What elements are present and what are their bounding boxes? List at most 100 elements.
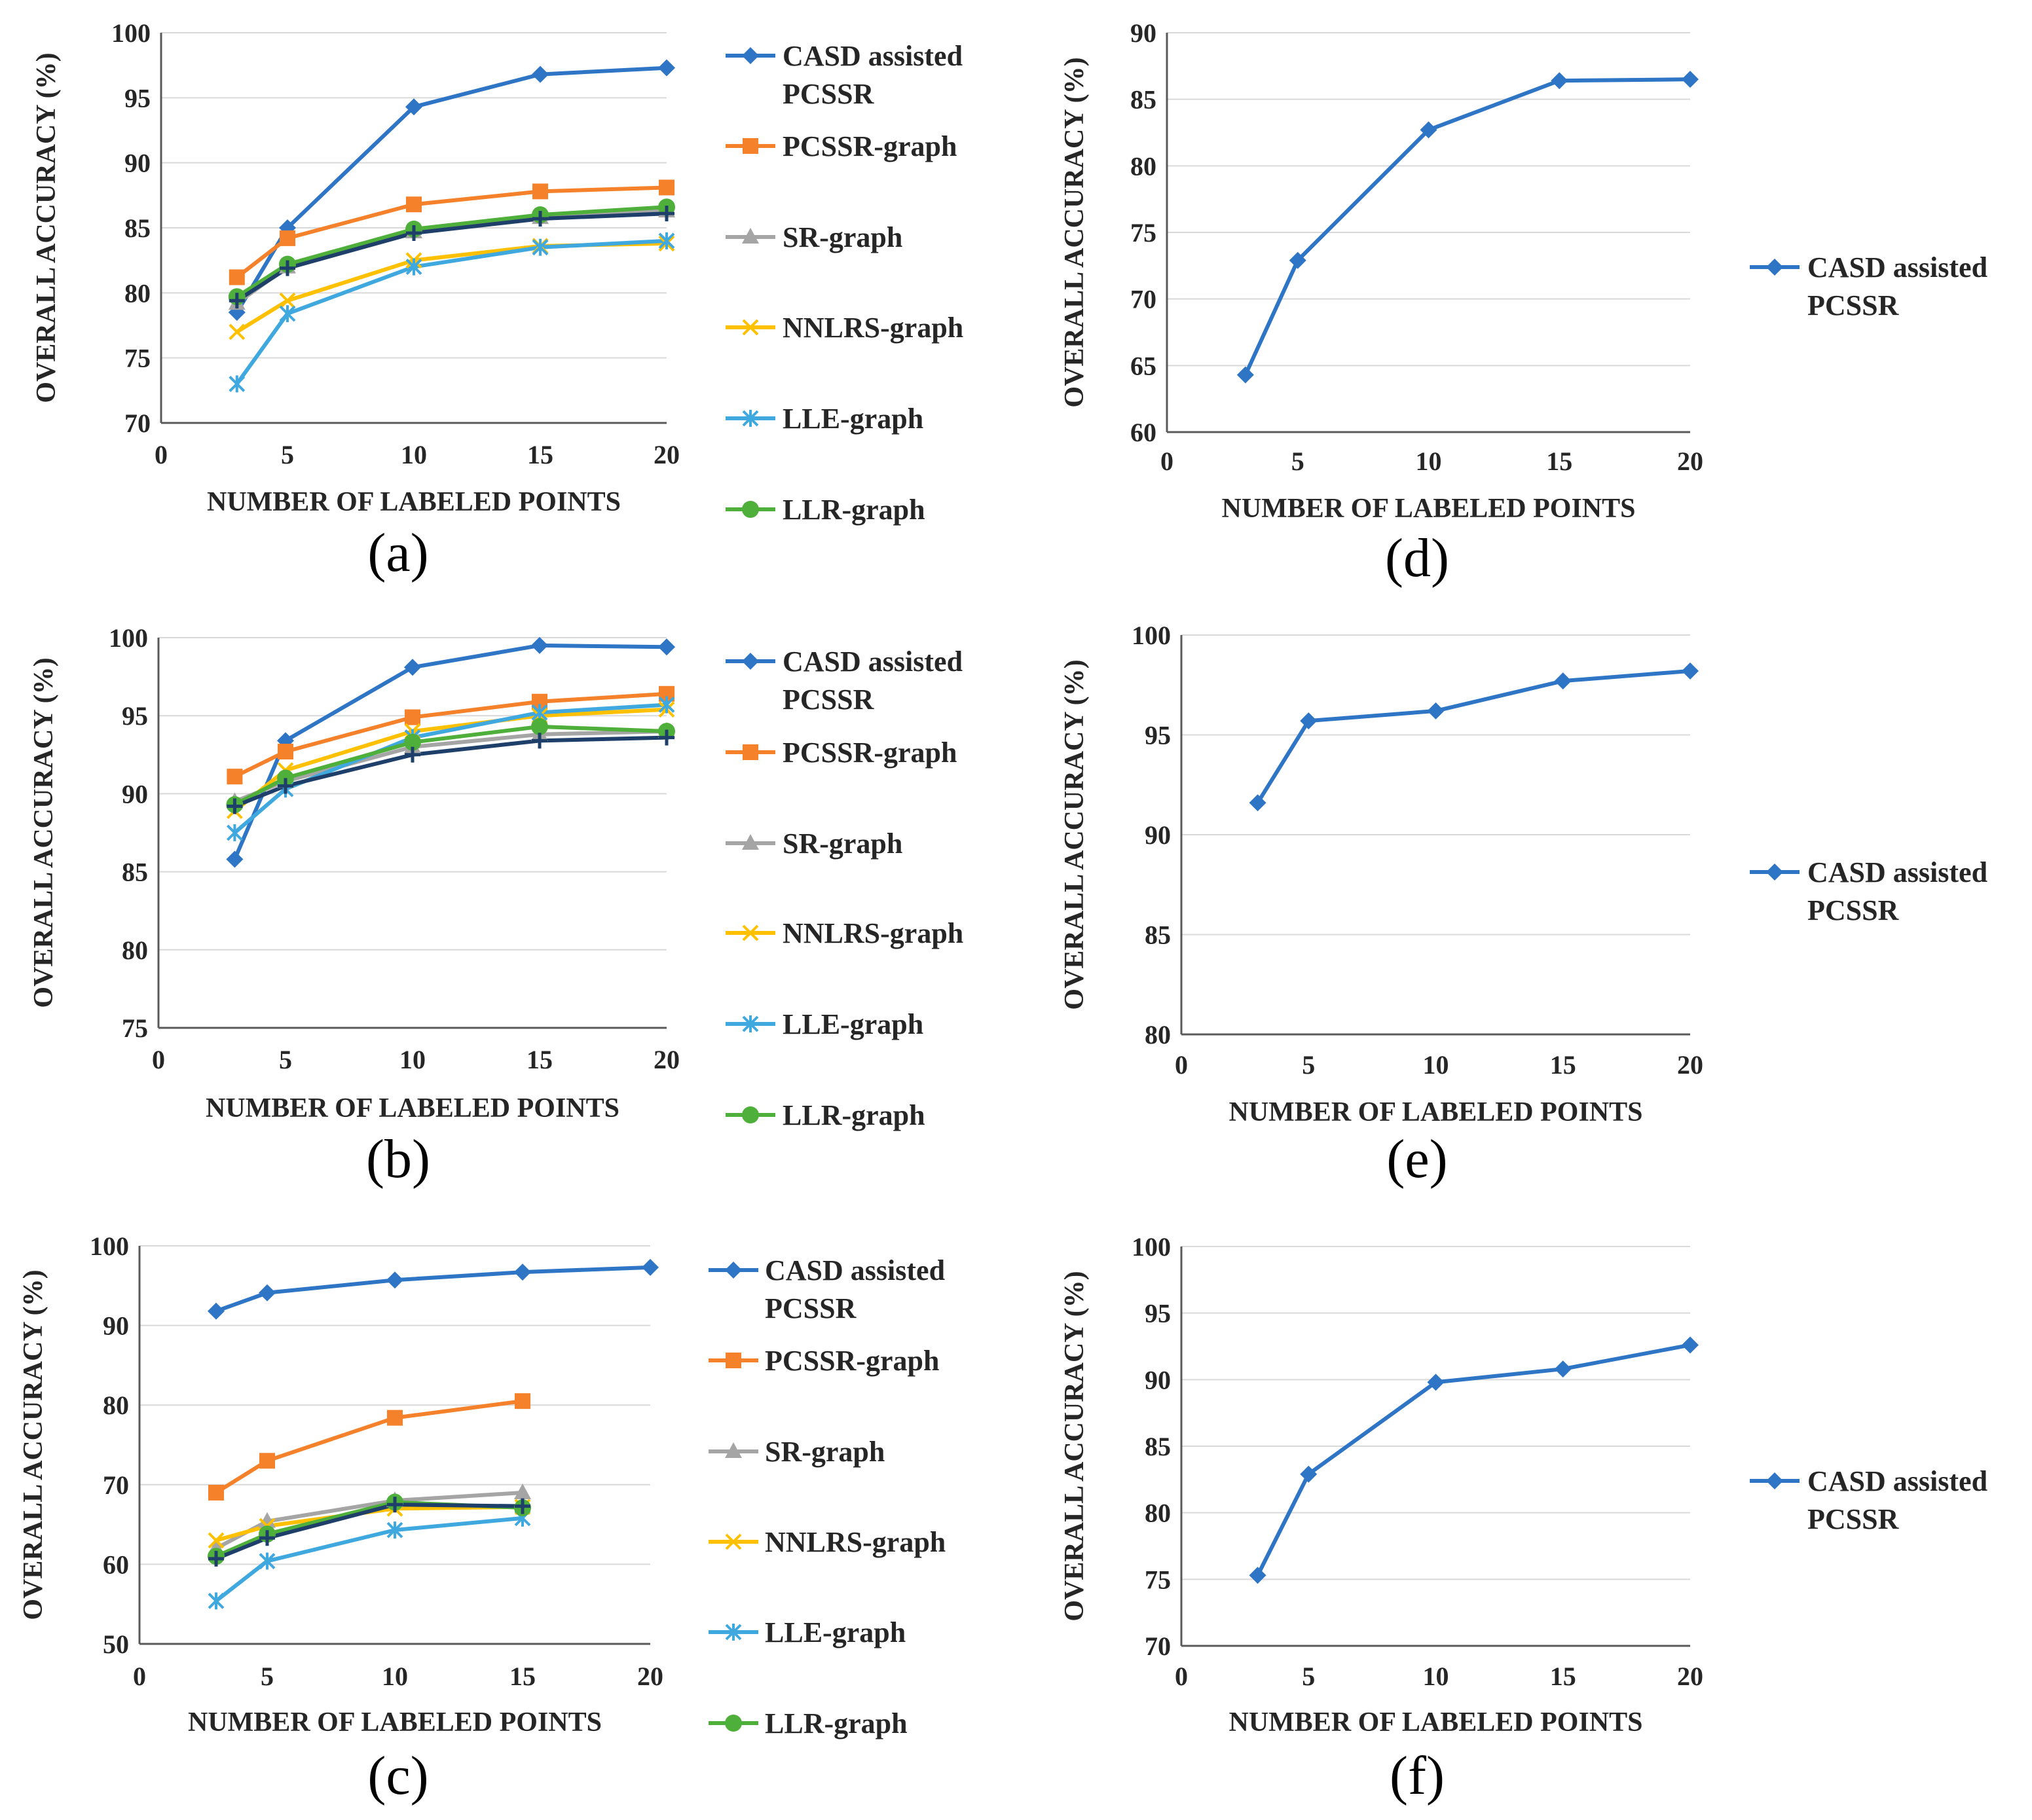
x-tick-label: 20 (1677, 1662, 1703, 1691)
legend-swatch-marker (742, 47, 759, 64)
data-point-casd-assisted-pcssr (1300, 712, 1318, 730)
data-point-sr-graph (514, 1483, 531, 1499)
y-axis-title: OVERALL ACCURACY (%) (18, 1269, 48, 1620)
y-tick-label: 50 (103, 1629, 129, 1659)
legend-swatch-marker (1766, 1472, 1783, 1489)
legend-item-llr-graph: LLR-graph (709, 1707, 908, 1739)
x-tick-label: 15 (1550, 1050, 1576, 1080)
data-point-extra-series (659, 206, 674, 222)
legend-item-pcssr-graph: PCSSR-graph (709, 1345, 940, 1377)
data-point-extra-series (208, 1550, 224, 1567)
x-tick-label: 20 (654, 1045, 680, 1074)
data-point-nnlrs-graph (208, 1532, 225, 1549)
data-point-extra-series (387, 1497, 403, 1513)
legend-swatch-marker (743, 138, 758, 154)
series-line-llr-graph (236, 205, 667, 299)
chart-d: 60 65 70 75 80 85 90 0 5 10 15 20 NUMBER OF LABELED … (1060, 18, 1987, 589)
data-point-extra-series (227, 798, 243, 814)
y-tick-label: 70 (1130, 285, 1156, 314)
legend-swatch-marker (1766, 259, 1783, 276)
legend-swatch-marker (725, 1442, 742, 1458)
y-tick-label: 90 (103, 1311, 129, 1341)
y-tick-label: 85 (124, 213, 151, 243)
data-point-casd-assisted-pcssr (1289, 251, 1306, 269)
data-point-casd-assisted-pcssr (1427, 702, 1445, 719)
data-point-pcssr-graph (278, 744, 293, 760)
legend-swatch-marker (725, 1262, 742, 1279)
legend-item-nnlrs-graph: NNLRS-graph (726, 312, 963, 344)
y-tick-label: 60 (103, 1550, 129, 1579)
y-tick-label: 75 (122, 1013, 148, 1043)
data-point-lle-graph (405, 258, 422, 276)
legend-item-lle-graph: LLE-graph (726, 403, 923, 435)
chart-c: 50 60 70 80 90 100 0 5 10 15 20 NUMBER OF LABELED P… (18, 1231, 946, 1806)
data-point-casd-assisted-pcssr (1300, 1465, 1318, 1483)
y-tick-label: 80 (1130, 151, 1156, 181)
legend-item-casd-assisted-pcssr: CASD assisted PCSSR (1750, 251, 1987, 321)
legend-label: PCSSR (1807, 289, 1900, 321)
x-tick-label: 10 (1423, 1662, 1449, 1691)
data-point-casd-assisted-pcssr (658, 59, 675, 77)
data-point-llr-graph (531, 718, 548, 735)
panel-label: (e) (1386, 1129, 1447, 1190)
series-line-casd-assisted-pcssr (1244, 77, 1691, 376)
legend-label: CASD assisted (1807, 1465, 1987, 1497)
series-line-extra-series (215, 1502, 523, 1561)
legend-label: CASD assisted (1807, 856, 1987, 888)
data-point-extra-series (229, 293, 245, 309)
x-tick-label: 15 (509, 1662, 536, 1691)
x-tick-label: 0 (1160, 446, 1173, 476)
x-tick-label: 5 (1291, 446, 1304, 476)
y-tick-label: 70 (103, 1470, 129, 1500)
x-tick-label: 15 (527, 440, 553, 469)
data-point-extra-series (532, 733, 547, 749)
y-tick-label: 75 (124, 344, 151, 373)
data-point-pcssr-graph (259, 1453, 275, 1469)
legend-item-casd-assisted-pcssr: CASD assisted PCSSR (1750, 856, 1987, 926)
data-point-lle-graph (208, 1592, 225, 1610)
chart-e: 80 85 90 95 100 0 5 10 15 20 NUMBER OF LABELED POI… (1060, 621, 1987, 1190)
data-point-pcssr-graph (227, 769, 243, 785)
x-axis-title: NUMBER OF LABELED POINTS (1228, 1097, 1642, 1127)
legend-item-pcssr-graph: PCSSR-graph (726, 737, 957, 769)
data-point-casd-assisted-pcssr (1682, 662, 1699, 680)
series-line-lle-graph (215, 1516, 523, 1603)
legend-label: CASD assisted (783, 646, 963, 678)
data-point-casd-assisted-pcssr (1554, 1360, 1572, 1378)
chart-f: 70 75 80 85 90 95 100 0 5 10 15 20 NUMBER OF LABELED… (1060, 1232, 1987, 1806)
x-axis-title: NUMBER OF LABELED POINTS (207, 487, 621, 517)
legend-swatch-marker (743, 744, 758, 760)
legend-item-llr-graph: LLR-graph (726, 494, 925, 526)
data-point-casd-assisted-pcssr (405, 98, 422, 116)
y-axis-title: OVERALL ACCURACY (%) (1060, 1271, 1090, 1621)
legend-label: LLE-graph (765, 1616, 906, 1648)
data-point-casd-assisted-pcssr (531, 636, 548, 654)
data-point-casd-assisted-pcssr (1551, 72, 1568, 90)
legend-label: CASD assisted (765, 1254, 945, 1286)
data-point-extra-series (278, 778, 293, 794)
data-point-casd-assisted-pcssr (1682, 1336, 1699, 1354)
legend-label: SR-graph (765, 1436, 885, 1468)
y-tick-label: 60 (1130, 418, 1156, 447)
legend-swatch-marker (725, 1715, 742, 1732)
legend-item-llr-graph: LLR-graph (726, 1099, 925, 1131)
data-point-pcssr-graph (280, 230, 295, 246)
data-point-extra-series (659, 729, 674, 746)
x-tick-label: 5 (1302, 1050, 1315, 1080)
legend-label: NNLRS-graph (783, 312, 963, 344)
x-tick-label: 0 (155, 440, 168, 469)
legend-label: PCSSR-graph (765, 1345, 940, 1377)
data-point-casd-assisted-pcssr (386, 1271, 403, 1289)
legend-label: LLR-graph (783, 1099, 925, 1131)
data-point-casd-assisted-pcssr (226, 850, 244, 868)
series-line-lle-graph (233, 702, 667, 835)
x-tick-label: 20 (654, 440, 680, 469)
data-point-nnlrs-graph (279, 292, 296, 309)
x-axis-title: NUMBER OF LABELED POINTS (188, 1707, 602, 1738)
legend-item-casd-assisted-pcssr: CASD assisted PCSSR (726, 40, 963, 110)
data-point-sr-graph (259, 1512, 276, 1528)
legend-swatch-marker (1766, 864, 1783, 881)
y-tick-label: 70 (1145, 1631, 1171, 1661)
data-point-pcssr-graph (229, 269, 245, 285)
data-point-pcssr-graph (532, 183, 548, 200)
